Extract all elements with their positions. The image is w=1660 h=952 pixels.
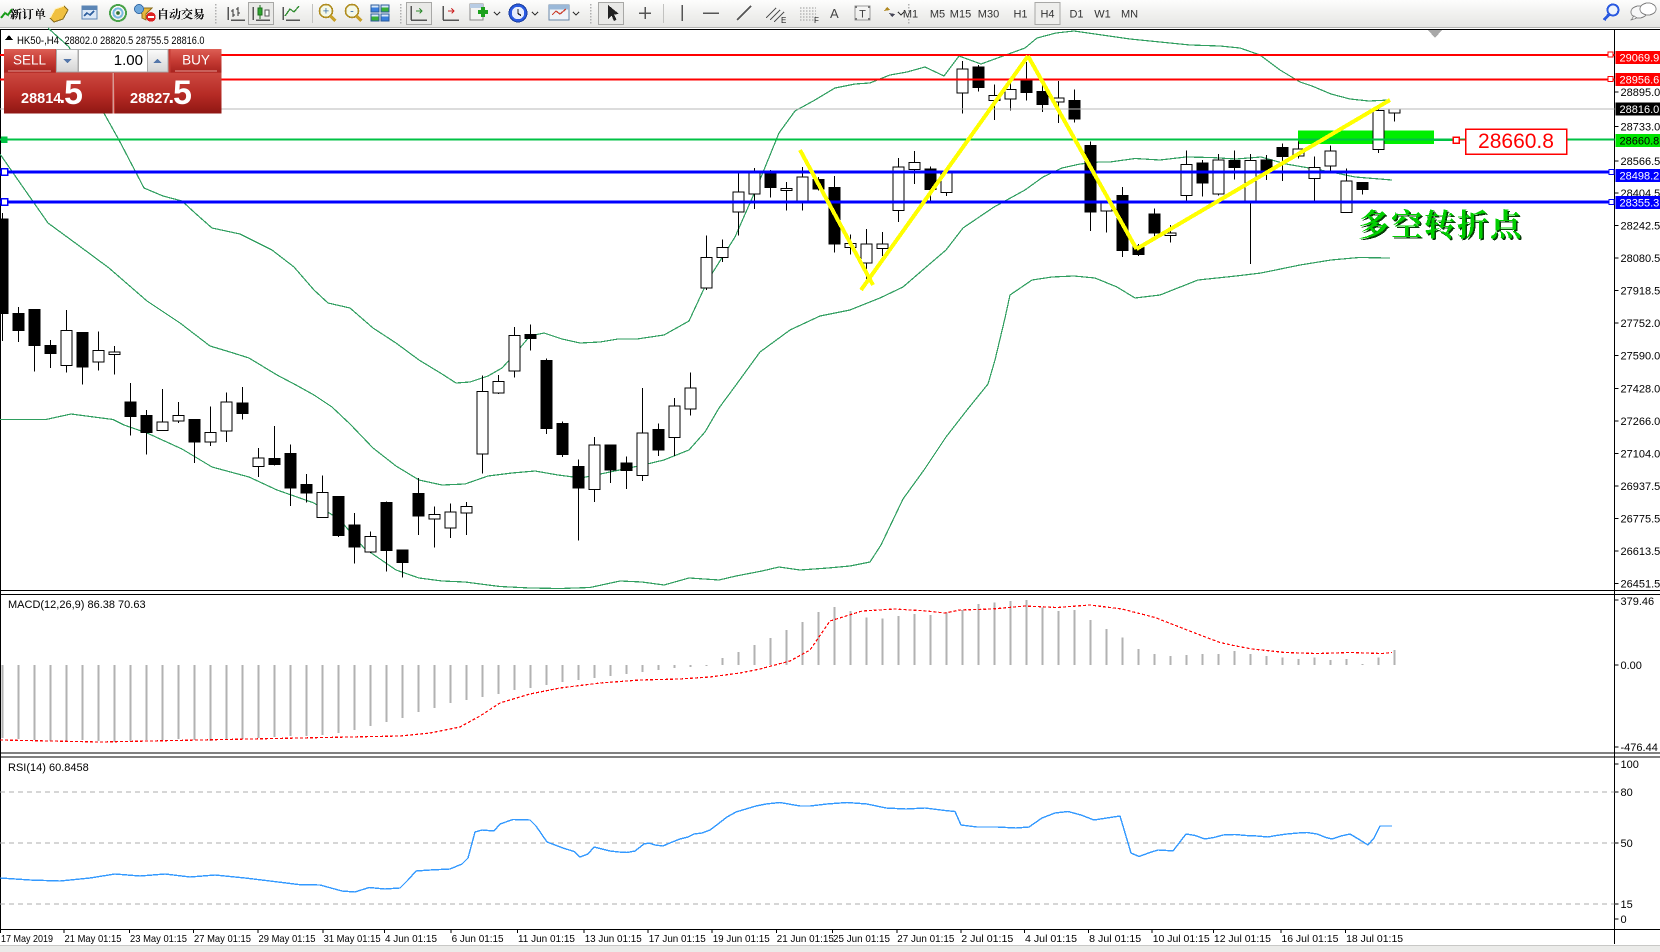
svg-text:28242.5: 28242.5 [1621, 220, 1660, 232]
svg-text:HK50-,H4: HK50-,H4 [17, 35, 59, 47]
svg-text:27 Jun 01:15: 27 Jun 01:15 [897, 933, 954, 945]
svg-text:18 Jul 01:15: 18 Jul 01:15 [1346, 933, 1403, 945]
svg-text:28498.2: 28498.2 [1620, 171, 1660, 183]
svg-text:26937.5: 26937.5 [1621, 481, 1660, 493]
svg-text:28733.0: 28733.0 [1621, 122, 1660, 134]
svg-text:W1: W1 [1094, 9, 1111, 21]
svg-text:28814: 28814 [21, 91, 61, 107]
svg-text:16 Jul 01:15: 16 Jul 01:15 [1281, 933, 1338, 945]
svg-text:28660.8: 28660.8 [1620, 136, 1660, 148]
svg-text:+: + [323, 6, 329, 18]
svg-text:80: 80 [1621, 787, 1633, 799]
svg-text:17 May 2019: 17 May 2019 [1, 933, 53, 945]
svg-text:BUY: BUY [182, 53, 210, 68]
svg-text:28566.5: 28566.5 [1621, 156, 1660, 168]
svg-text:4 Jul 01:15: 4 Jul 01:15 [1025, 933, 1077, 945]
svg-text:T: T [859, 9, 866, 21]
svg-text:1.00: 1.00 [114, 52, 143, 69]
svg-text:15: 15 [1621, 899, 1633, 911]
svg-text:5: 5 [64, 74, 83, 112]
svg-text:E: E [781, 16, 786, 25]
svg-text:MN: MN [1121, 9, 1138, 21]
svg-text:D1: D1 [1069, 9, 1083, 21]
svg-text:28956.6: 28956.6 [1620, 75, 1660, 87]
svg-text:31 May 01:15: 31 May 01:15 [324, 933, 381, 945]
svg-text:27428.0: 27428.0 [1621, 383, 1660, 395]
svg-text:27752.0: 27752.0 [1621, 318, 1660, 330]
svg-text:SELL: SELL [13, 53, 47, 68]
svg-text:28802.0 28820.5 28755.5 28816.: 28802.0 28820.5 28755.5 28816.0 [65, 35, 205, 47]
svg-text:5: 5 [173, 74, 192, 112]
svg-text:4 Jun 01:15: 4 Jun 01:15 [385, 933, 437, 945]
svg-text:-: - [350, 6, 354, 18]
svg-text:27590.0: 27590.0 [1621, 351, 1660, 363]
svg-text:H4: H4 [1040, 9, 1054, 21]
svg-text:10 Jul 01:15: 10 Jul 01:15 [1153, 933, 1210, 945]
svg-text:27104.0: 27104.0 [1621, 448, 1660, 460]
svg-text:379.46: 379.46 [1621, 596, 1655, 608]
svg-text:21 May 01:15: 21 May 01:15 [65, 933, 122, 945]
svg-text:27 May 01:15: 27 May 01:15 [194, 933, 251, 945]
svg-text:25 Jun 01:15: 25 Jun 01:15 [833, 933, 890, 945]
svg-text:H1: H1 [1013, 9, 1027, 21]
svg-text:26775.5: 26775.5 [1621, 513, 1660, 525]
svg-text:M15: M15 [950, 9, 971, 21]
svg-text:50: 50 [1621, 838, 1633, 850]
svg-text:23 May 01:15: 23 May 01:15 [130, 933, 187, 945]
svg-text:27266.0: 27266.0 [1621, 416, 1660, 428]
svg-text:28827: 28827 [130, 91, 170, 107]
svg-text:100: 100 [1621, 759, 1639, 771]
svg-text:6 Jun 01:15: 6 Jun 01:15 [452, 933, 504, 945]
svg-text:29 May 01:15: 29 May 01:15 [259, 933, 316, 945]
svg-text:2 Jul 01:15: 2 Jul 01:15 [961, 933, 1013, 945]
svg-text:0: 0 [1621, 914, 1627, 926]
svg-text:.: . [169, 86, 175, 108]
svg-text:RSI(14) 60.8458: RSI(14) 60.8458 [8, 762, 89, 774]
svg-text:26451.5: 26451.5 [1621, 578, 1660, 590]
svg-text:A: A [830, 6, 839, 21]
svg-text:M1: M1 [903, 9, 918, 21]
svg-text:.: . [60, 86, 66, 108]
svg-text:29069.9: 29069.9 [1620, 52, 1660, 64]
svg-text:28080.5: 28080.5 [1621, 253, 1660, 265]
svg-text:28895.0: 28895.0 [1621, 87, 1660, 99]
svg-text:27918.5: 27918.5 [1621, 285, 1660, 297]
svg-text:21 Jun 01:15: 21 Jun 01:15 [777, 933, 834, 945]
svg-text:0.00: 0.00 [1621, 660, 1642, 672]
svg-text:26613.5: 26613.5 [1621, 546, 1660, 558]
svg-text:M5: M5 [930, 9, 945, 21]
svg-text:F: F [814, 16, 819, 25]
svg-text:8 Jul 01:15: 8 Jul 01:15 [1089, 933, 1141, 945]
svg-text:-476.44: -476.44 [1621, 742, 1658, 754]
svg-text:28355.3: 28355.3 [1620, 197, 1660, 209]
svg-text:12 Jul 01:15: 12 Jul 01:15 [1214, 933, 1271, 945]
svg-text:13 Jun 01:15: 13 Jun 01:15 [585, 933, 642, 945]
svg-text:19 Jun 01:15: 19 Jun 01:15 [713, 933, 770, 945]
svg-text:28660.8: 28660.8 [1478, 130, 1554, 153]
svg-text:11 Jun 01:15: 11 Jun 01:15 [518, 933, 575, 945]
svg-text:28816.0: 28816.0 [1620, 104, 1660, 116]
svg-text:17 Jun 01:15: 17 Jun 01:15 [649, 933, 706, 945]
svg-text:M30: M30 [978, 9, 999, 21]
svg-text:MACD(12,26,9) 86.38 70.63: MACD(12,26,9) 86.38 70.63 [8, 599, 146, 611]
